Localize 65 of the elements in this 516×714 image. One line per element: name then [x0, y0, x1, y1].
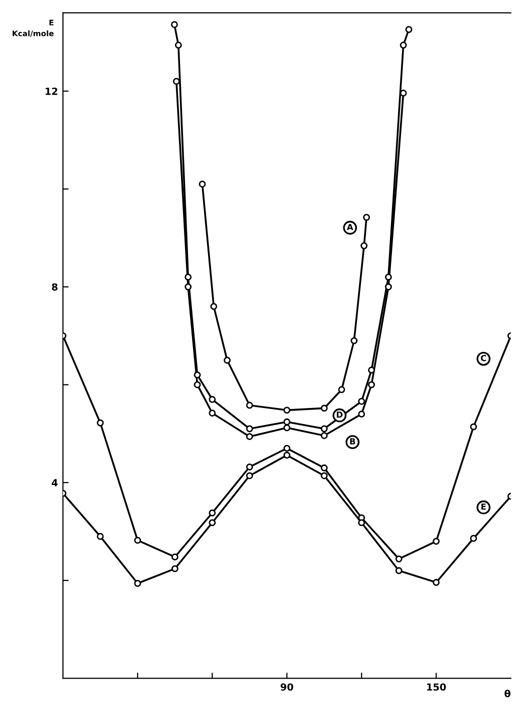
point — [283, 418, 290, 426]
point — [174, 42, 182, 49]
point — [320, 404, 328, 412]
point — [283, 406, 290, 414]
point — [184, 283, 192, 290]
point — [368, 381, 375, 388]
point — [363, 214, 370, 221]
point — [338, 386, 346, 394]
point — [395, 555, 402, 562]
point — [368, 366, 375, 374]
point — [350, 337, 358, 344]
point — [246, 433, 254, 440]
point — [246, 472, 254, 480]
x-tick-label: 90 — [280, 683, 294, 691]
point — [194, 371, 201, 378]
point — [198, 180, 206, 188]
point — [432, 538, 440, 545]
point — [283, 444, 290, 452]
series-label: E — [481, 504, 486, 510]
point — [208, 519, 216, 526]
point — [224, 356, 231, 364]
point — [432, 578, 440, 586]
point — [246, 402, 254, 409]
point — [208, 396, 216, 403]
point — [384, 283, 392, 290]
point — [210, 302, 218, 310]
point — [283, 452, 290, 459]
point — [320, 425, 328, 432]
point — [283, 424, 290, 432]
point — [320, 472, 328, 480]
point — [96, 419, 104, 426]
point — [172, 78, 180, 85]
point — [320, 432, 328, 440]
point — [470, 423, 477, 430]
point — [246, 463, 254, 470]
series-label: D — [336, 412, 343, 418]
point — [96, 532, 104, 540]
point — [470, 534, 477, 542]
point — [384, 274, 392, 281]
point — [134, 580, 142, 587]
y-tick-label: 8 — [52, 283, 58, 291]
point — [208, 410, 216, 417]
point — [134, 536, 142, 544]
point — [208, 509, 216, 516]
point — [358, 410, 366, 418]
point — [184, 274, 192, 281]
point — [400, 42, 407, 49]
point — [358, 519, 366, 526]
y-tick-label: 4 — [52, 479, 58, 486]
point — [395, 567, 402, 574]
point — [171, 565, 178, 572]
point — [358, 398, 366, 405]
point — [170, 21, 178, 28]
point — [360, 242, 368, 250]
series-label: B — [350, 438, 356, 444]
series-label: C — [480, 354, 486, 362]
x-axis-title: θ — [504, 690, 510, 698]
y-tick-label: 12 — [46, 88, 58, 95]
point — [320, 464, 328, 472]
point — [405, 26, 412, 33]
series-label: A — [346, 224, 354, 230]
point — [246, 425, 254, 432]
point — [194, 381, 201, 388]
point — [171, 553, 178, 560]
x-tick-label: 150 — [427, 683, 446, 691]
